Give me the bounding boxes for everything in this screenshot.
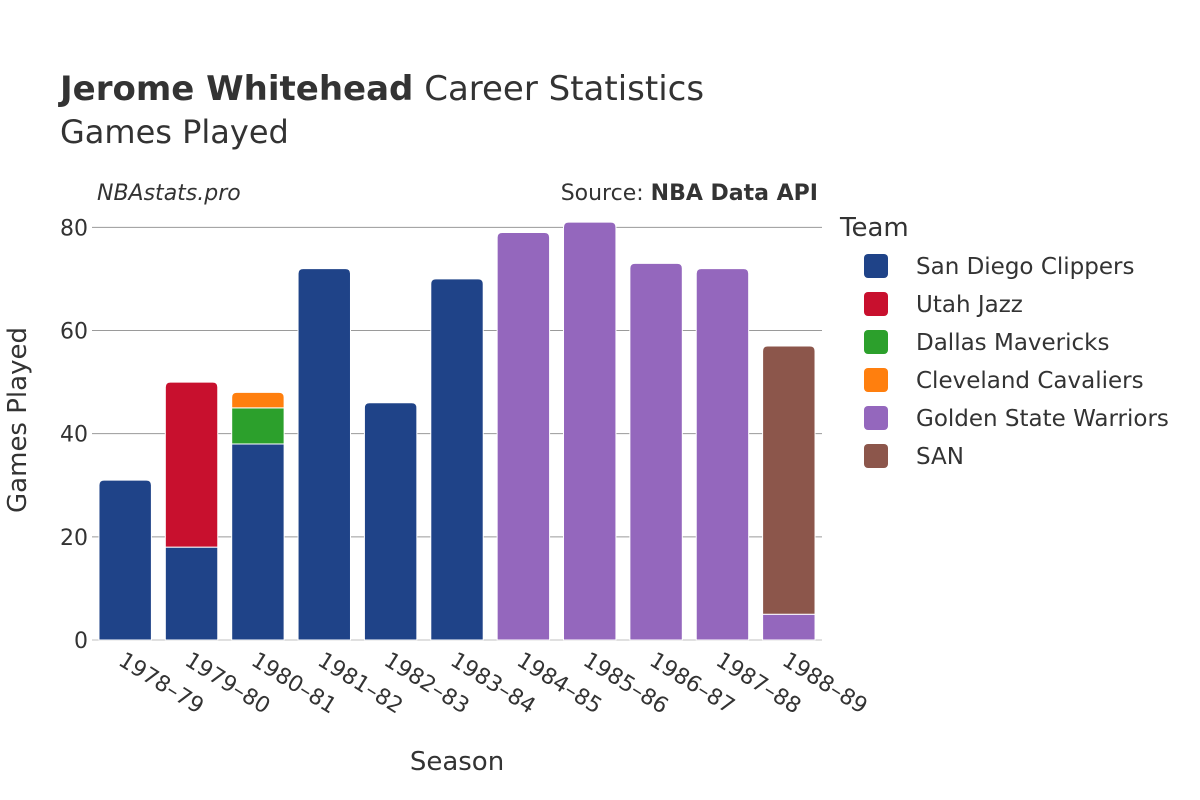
bar-segment [231,407,285,445]
legend-label: San Diego Clippers [916,254,1134,280]
y-tick-label: 60 [60,319,88,344]
chart-title-rest: Career Statistics [413,69,704,109]
source-text: Source: NBA Data API [561,181,818,206]
legend-label: SAN [916,444,964,470]
bar-segment [762,613,816,641]
source-prefix: Source: [561,181,651,206]
bar-segment [231,443,285,641]
y-axis-title: Games Played [3,327,33,513]
y-tick-label: 20 [60,526,88,551]
legend-swatch [864,254,888,278]
legend: San Diego Clippers Utah Jazz Dallas Maveri… [864,254,1169,470]
bar-segment [695,268,750,641]
bar-segment [629,262,683,641]
y-tick-label: 0 [74,629,88,654]
legend-swatch [864,330,888,354]
chart-title: Jerome Whitehead Career Statistics [58,69,704,109]
bar-segment [98,479,152,641]
y-tick-labels: 0 20 40 60 80 [60,216,88,654]
y-tick-label: 80 [60,216,88,241]
legend-swatch [864,292,888,316]
watermark: NBAstats.pro [97,181,241,206]
bar-segment [363,402,418,641]
legend-swatch [864,406,888,430]
bar-segment [762,345,816,615]
x-tick-labels: 1978–791979–801980–811981–821982–831983–… [114,648,871,720]
bar-segment [297,268,351,641]
bar-segment [231,391,285,409]
legend-label: Golden State Warriors [916,406,1169,432]
bar-segment [164,546,219,641]
legend-swatch [864,444,888,468]
x-axis-title: Season [410,747,504,777]
legend-swatch [864,368,888,392]
bar-segment [496,231,551,641]
y-tick-label: 40 [60,423,88,448]
chart-title-name: Jerome Whitehead [58,69,413,109]
source-name: NBA Data API [651,181,818,206]
legend-label: Cleveland Cavaliers [916,368,1144,394]
bar-segment [430,278,484,641]
legend-label: Utah Jazz [916,292,1023,318]
bar-segment [164,381,219,548]
chart-subtitle: Games Played [60,113,289,151]
bars [98,221,816,641]
legend-label: Dallas Mavericks [916,330,1109,356]
legend-title: Team [839,213,909,243]
bar-segment [563,221,617,641]
